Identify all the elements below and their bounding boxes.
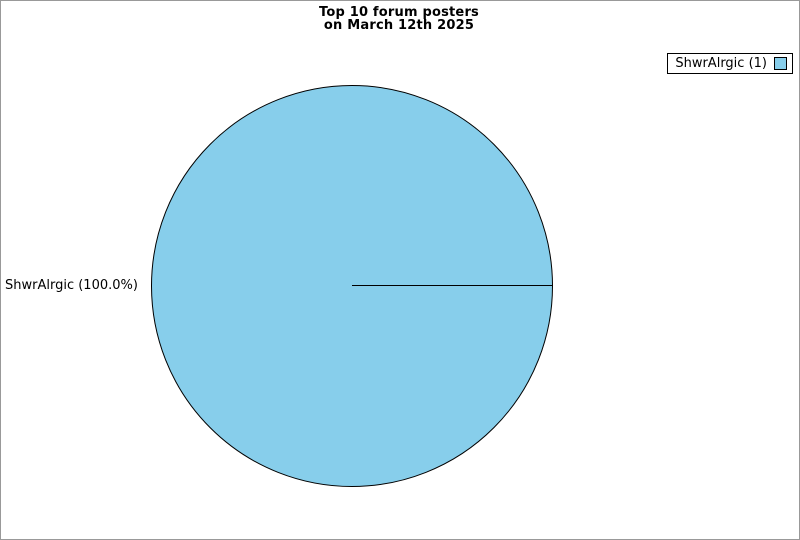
pie-slice-shwralrgic bbox=[151, 85, 553, 487]
chart-title-line1: Top 10 forum posters bbox=[319, 5, 479, 20]
legend: ShwrAlrgic (1) bbox=[667, 53, 793, 74]
chart-title: Top 10 forum posters on March 12th 2025 bbox=[1, 6, 797, 32]
pie-slice-boundary-line bbox=[352, 285, 552, 286]
legend-entry-label: ShwrAlrgic (1) bbox=[675, 56, 767, 71]
chart-title-line2: on March 12th 2025 bbox=[323, 18, 475, 33]
pie-slice-label: ShwrAlrgic (100.0%) bbox=[5, 278, 138, 293]
legend-swatch-icon bbox=[774, 57, 787, 70]
